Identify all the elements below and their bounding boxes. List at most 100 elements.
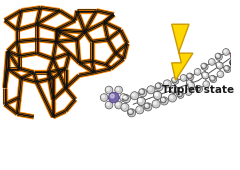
Circle shape — [231, 61, 238, 68]
Circle shape — [185, 89, 192, 95]
Circle shape — [110, 94, 114, 98]
Circle shape — [230, 59, 237, 66]
Circle shape — [211, 76, 213, 79]
Circle shape — [173, 78, 175, 80]
Circle shape — [120, 94, 127, 101]
Circle shape — [202, 72, 209, 79]
Circle shape — [105, 101, 113, 109]
Circle shape — [140, 90, 142, 92]
Circle shape — [203, 73, 205, 75]
Circle shape — [140, 90, 143, 93]
Circle shape — [231, 53, 233, 55]
Circle shape — [107, 88, 109, 90]
Circle shape — [178, 92, 180, 94]
Circle shape — [187, 73, 194, 80]
Circle shape — [181, 76, 184, 78]
Circle shape — [203, 81, 210, 88]
Circle shape — [157, 84, 160, 87]
Circle shape — [217, 55, 219, 57]
Circle shape — [231, 49, 240, 59]
Circle shape — [204, 74, 206, 76]
Circle shape — [224, 66, 231, 73]
Circle shape — [108, 92, 119, 103]
Circle shape — [139, 89, 147, 97]
Circle shape — [196, 86, 203, 92]
Circle shape — [179, 93, 181, 95]
Circle shape — [218, 64, 220, 66]
Circle shape — [116, 88, 119, 90]
Circle shape — [149, 87, 151, 90]
Circle shape — [131, 92, 139, 100]
Circle shape — [172, 78, 179, 84]
Circle shape — [187, 90, 189, 92]
Circle shape — [107, 103, 109, 105]
Circle shape — [202, 64, 204, 66]
Circle shape — [177, 91, 182, 97]
Circle shape — [224, 65, 229, 71]
Circle shape — [124, 96, 126, 98]
Circle shape — [201, 63, 207, 69]
Circle shape — [172, 77, 177, 83]
Circle shape — [155, 83, 161, 89]
Circle shape — [209, 58, 215, 65]
Circle shape — [152, 100, 160, 108]
Circle shape — [194, 69, 201, 75]
Circle shape — [201, 64, 208, 70]
Circle shape — [188, 75, 191, 77]
Circle shape — [210, 60, 212, 62]
Circle shape — [163, 80, 171, 88]
Circle shape — [139, 89, 145, 95]
Circle shape — [115, 86, 122, 94]
Circle shape — [122, 105, 125, 108]
Circle shape — [144, 103, 150, 109]
Circle shape — [147, 86, 155, 94]
Circle shape — [121, 95, 124, 98]
Circle shape — [224, 50, 226, 52]
Circle shape — [123, 95, 128, 101]
Circle shape — [170, 85, 178, 94]
Circle shape — [154, 91, 162, 99]
Circle shape — [203, 65, 205, 67]
Circle shape — [180, 75, 187, 81]
Circle shape — [187, 80, 194, 87]
Circle shape — [137, 97, 145, 105]
Circle shape — [202, 72, 209, 79]
Circle shape — [225, 67, 227, 69]
Circle shape — [232, 54, 234, 56]
Circle shape — [137, 97, 145, 105]
Text: Triplet state: Triplet state — [162, 85, 234, 95]
Circle shape — [154, 101, 156, 104]
Circle shape — [154, 91, 160, 97]
Circle shape — [156, 84, 158, 86]
Circle shape — [155, 93, 158, 96]
Circle shape — [122, 95, 131, 103]
Circle shape — [139, 99, 142, 102]
Circle shape — [188, 82, 195, 89]
Circle shape — [162, 98, 163, 100]
Circle shape — [204, 74, 206, 76]
Circle shape — [124, 96, 127, 99]
Circle shape — [154, 91, 162, 99]
Circle shape — [138, 99, 141, 101]
Circle shape — [202, 72, 207, 78]
Circle shape — [189, 83, 192, 86]
Circle shape — [105, 86, 113, 94]
Circle shape — [216, 62, 222, 67]
Circle shape — [165, 81, 168, 84]
Circle shape — [186, 80, 192, 86]
Circle shape — [231, 60, 234, 63]
Circle shape — [215, 53, 221, 59]
Circle shape — [162, 99, 165, 101]
Circle shape — [223, 49, 229, 55]
Circle shape — [170, 96, 173, 98]
Circle shape — [211, 77, 214, 80]
Circle shape — [204, 82, 207, 84]
Circle shape — [102, 95, 105, 98]
Circle shape — [210, 75, 215, 81]
Circle shape — [145, 104, 147, 106]
Circle shape — [230, 52, 236, 58]
Circle shape — [196, 70, 198, 72]
Circle shape — [218, 64, 220, 66]
Circle shape — [233, 51, 237, 55]
Circle shape — [218, 72, 221, 75]
